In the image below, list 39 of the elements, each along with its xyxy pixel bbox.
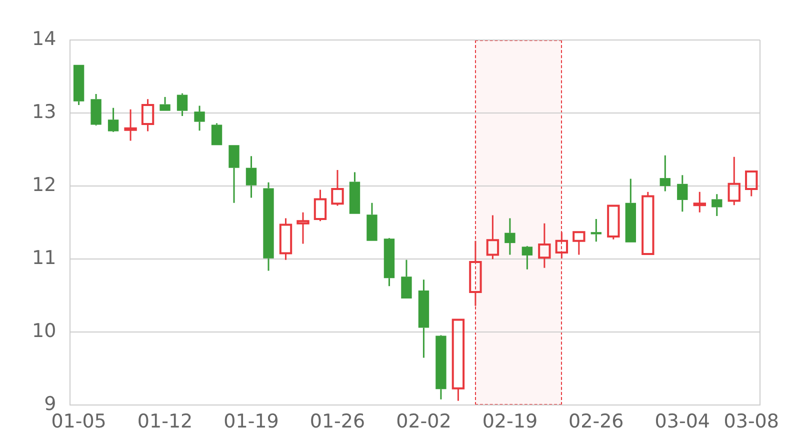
y-tick-label: 14: [32, 28, 56, 50]
candlestick: [504, 217, 516, 256]
x-tick-label: 02-26: [568, 410, 624, 433]
x-tick-label: 01-12: [137, 410, 193, 433]
candlestick: [572, 231, 586, 256]
candlestick: [296, 212, 310, 245]
candlestick: [331, 169, 344, 207]
candlestick: [693, 191, 706, 214]
x-tick-label: 02-02: [396, 410, 452, 433]
x-tick-label: 01-19: [224, 410, 279, 433]
x-tick-label: 03-04: [654, 410, 710, 433]
x-tick-label: 03-08: [724, 410, 779, 433]
x-tick-label: 01-05: [51, 410, 106, 433]
candlestick: [469, 240, 482, 307]
y-tick-label: 13: [32, 100, 56, 123]
candlestick: [728, 156, 740, 206]
candlestick: [73, 64, 84, 106]
candlestick: [677, 174, 688, 212]
candlestick: [538, 222, 551, 269]
candlestick: [176, 92, 188, 117]
candlestick: [124, 108, 137, 142]
candlestick: [660, 154, 670, 192]
y-tick-label: 12: [32, 174, 56, 196]
candlestick: [625, 178, 636, 242]
candlestick: [160, 96, 170, 111]
x-tick-label: 01-26: [310, 410, 366, 433]
candlestick: [194, 104, 205, 132]
candlestick: [246, 155, 257, 199]
y-tick-label: 10: [32, 320, 56, 342]
candlestick: [366, 202, 378, 241]
candlestick: [263, 182, 274, 272]
y-tick-label: 11: [32, 247, 56, 270]
candlestick: [349, 171, 360, 214]
candlestick: [228, 145, 240, 204]
candlestick: [590, 218, 602, 242]
x-tick-label: 02-19: [482, 410, 538, 433]
candlestick: [712, 193, 722, 217]
candlestick: [418, 278, 430, 358]
candlestick: [401, 259, 412, 299]
